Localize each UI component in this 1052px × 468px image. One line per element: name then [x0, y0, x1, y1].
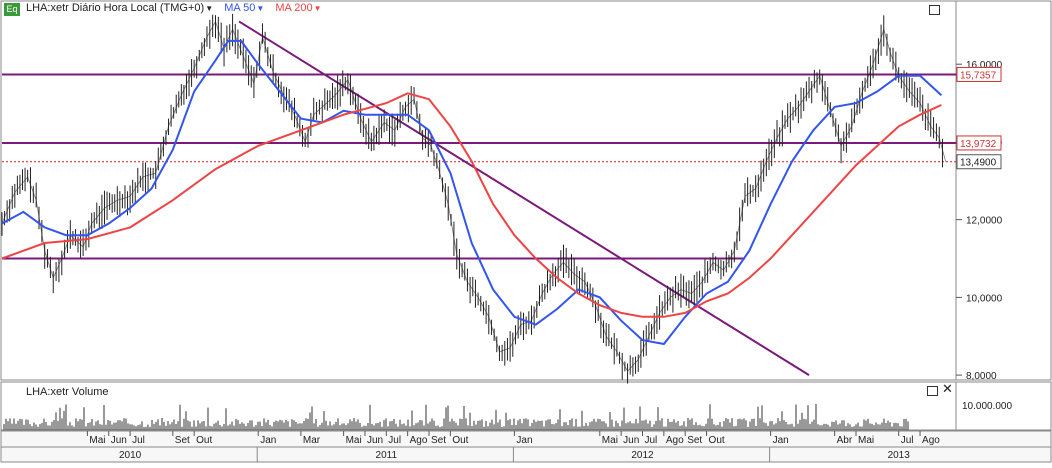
- volume-axis-area: [955, 381, 1052, 431]
- equity-badge[interactable]: Eq: [4, 3, 20, 16]
- ma50-series[interactable]: [1, 39, 943, 346]
- x-tick-label: Jan: [260, 435, 276, 446]
- year-label: 2013: [888, 450, 911, 461]
- price-tag-box: [956, 154, 1002, 170]
- price-axis-area: [955, 0, 1052, 381]
- year-label: 2010: [119, 450, 142, 461]
- ma200-series[interactable]: [1, 92, 942, 318]
- x-tick-label: Out: [709, 435, 725, 446]
- x-tick-label: Jan: [773, 435, 789, 446]
- chart-header: LHA:xetr Diário Hora Local (TMG+0)▼ MA 5…: [26, 2, 332, 14]
- x-tick-label: Mai: [858, 435, 874, 446]
- x-tick-label: Jul: [645, 435, 658, 446]
- year-label: 2011: [376, 450, 398, 461]
- symbol-label[interactable]: LHA:xetr Diário Hora Local (TMG+0): [26, 2, 205, 14]
- volume-maximize-icon[interactable]: [927, 386, 938, 396]
- x-tick-label: Jun: [367, 435, 383, 446]
- price-series[interactable]: [1, 20, 947, 372]
- price-tag-box: [956, 135, 1002, 151]
- x-tick-label: Ago: [922, 435, 940, 446]
- price-tag-label: 13,4900: [960, 158, 997, 169]
- x-tick-label: Mar: [303, 435, 321, 446]
- trend-line[interactable]: [238, 20, 810, 376]
- ma200-label[interactable]: MA 200: [275, 2, 313, 14]
- price-tag-box: [956, 66, 1002, 82]
- x-tick-label: Mai: [346, 435, 362, 446]
- y-tick-label: 8,0000: [966, 371, 997, 382]
- x-tick-label: Set: [687, 435, 702, 446]
- x-tick-label: Mai: [89, 435, 105, 446]
- ma200-dropdown-icon[interactable]: ▼: [313, 4, 322, 13]
- price-tag-label: 13,9732: [960, 139, 997, 150]
- volume-close-icon[interactable]: ✕: [942, 382, 953, 397]
- volume-axis-label: 10.000.000: [962, 401, 1013, 412]
- x-tick-label: Jul: [901, 435, 914, 446]
- year-label: 2012: [631, 450, 654, 461]
- y-tick-label: 16,0000: [966, 60, 1003, 71]
- x-tick-label: Out: [196, 435, 212, 446]
- x-tick-label: Ago: [666, 435, 684, 446]
- x-tick-label: Jul: [132, 435, 145, 446]
- x-tick-label: Jun: [111, 435, 127, 446]
- x-tick-label: Out: [452, 435, 468, 446]
- x-tick-label: Set: [175, 435, 190, 446]
- x-tick-label: Jan: [516, 435, 532, 446]
- x-tick-label: Set: [431, 435, 446, 446]
- y-tick-label: 10,0000: [966, 293, 1003, 304]
- symbol-dropdown-icon[interactable]: ▼: [205, 4, 214, 13]
- ma50-label[interactable]: MA 50: [224, 2, 256, 14]
- x-tick-label: Ago: [410, 435, 428, 446]
- volume-title: LHA:xetr Volume: [26, 386, 109, 398]
- x-tick-label: Jun: [623, 435, 639, 446]
- x-tick-label: Abr: [837, 435, 853, 446]
- maximize-icon[interactable]: [929, 5, 940, 15]
- y-tick-label: 12,0000: [966, 216, 1003, 227]
- price-panel[interactable]: [0, 0, 957, 381]
- price-tag-label: 15,7357: [960, 70, 997, 81]
- x-tick-label: Mai: [602, 435, 618, 446]
- x-tick-label: Jul: [388, 435, 401, 446]
- ma50-dropdown-icon[interactable]: ▼: [256, 4, 265, 13]
